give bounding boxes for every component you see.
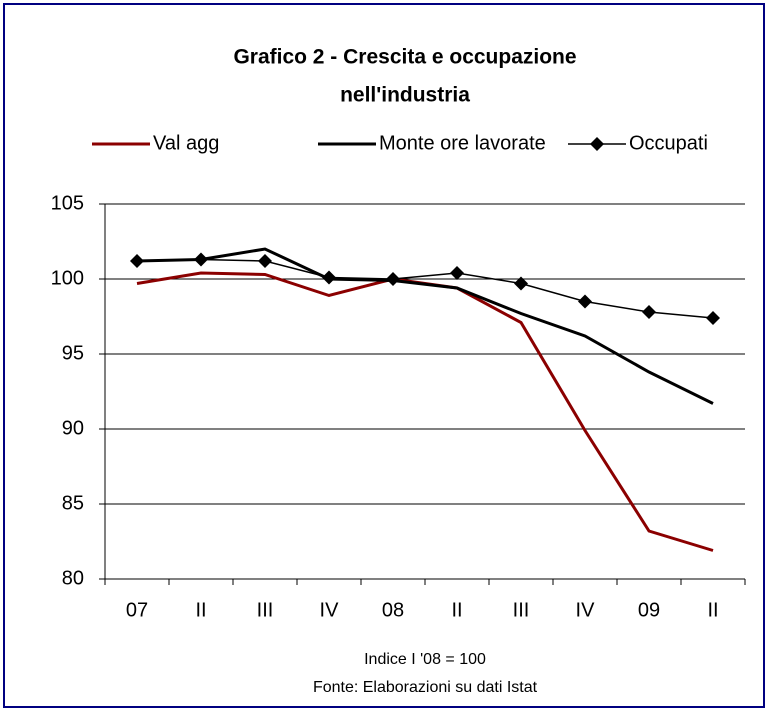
frame [3,3,765,708]
x-tick-label: IV [320,599,340,621]
marker [386,272,400,286]
chart-title: Grafico 2 - Crescita e occupazione [233,46,576,69]
x-tick-label: III [513,599,530,621]
marker [322,270,336,285]
marker [130,254,144,268]
marker [514,276,528,291]
x-tick-label: 09 [638,599,660,621]
marker [450,266,464,280]
marker [642,305,656,319]
series-line [136,247,714,405]
chart-title: nell'industria [340,84,470,107]
series-line [136,258,714,319]
y-tick-label: 90 [62,417,84,439]
marker [706,311,720,325]
marker [258,254,272,268]
marker [578,294,592,309]
y-tick-label: 100 [51,267,84,289]
legend-label: Monte ore lavorate [379,132,546,154]
y-tick-label: 95 [62,342,84,364]
legend-label: Val agg [153,132,219,154]
x-tick-label: 08 [382,599,404,621]
y-tick-label: 80 [62,567,84,589]
x-tick-label: IV [576,599,596,621]
annotation: Indice I '08 = 100 [364,651,486,668]
legend-marker [590,137,604,151]
x-tick-label: III [257,599,274,621]
y-tick-label: 105 [51,192,84,214]
marker [194,252,208,267]
x-tick-label: II [707,599,718,621]
annotation: Fonte: Elaborazioni su dati Istat [313,679,538,696]
x-tick-label: II [451,599,462,621]
y-tick-label: 85 [62,492,84,514]
legend-label: Occupati [629,132,708,154]
x-tick-label: II [195,599,206,621]
x-tick-label: 07 [126,599,148,621]
